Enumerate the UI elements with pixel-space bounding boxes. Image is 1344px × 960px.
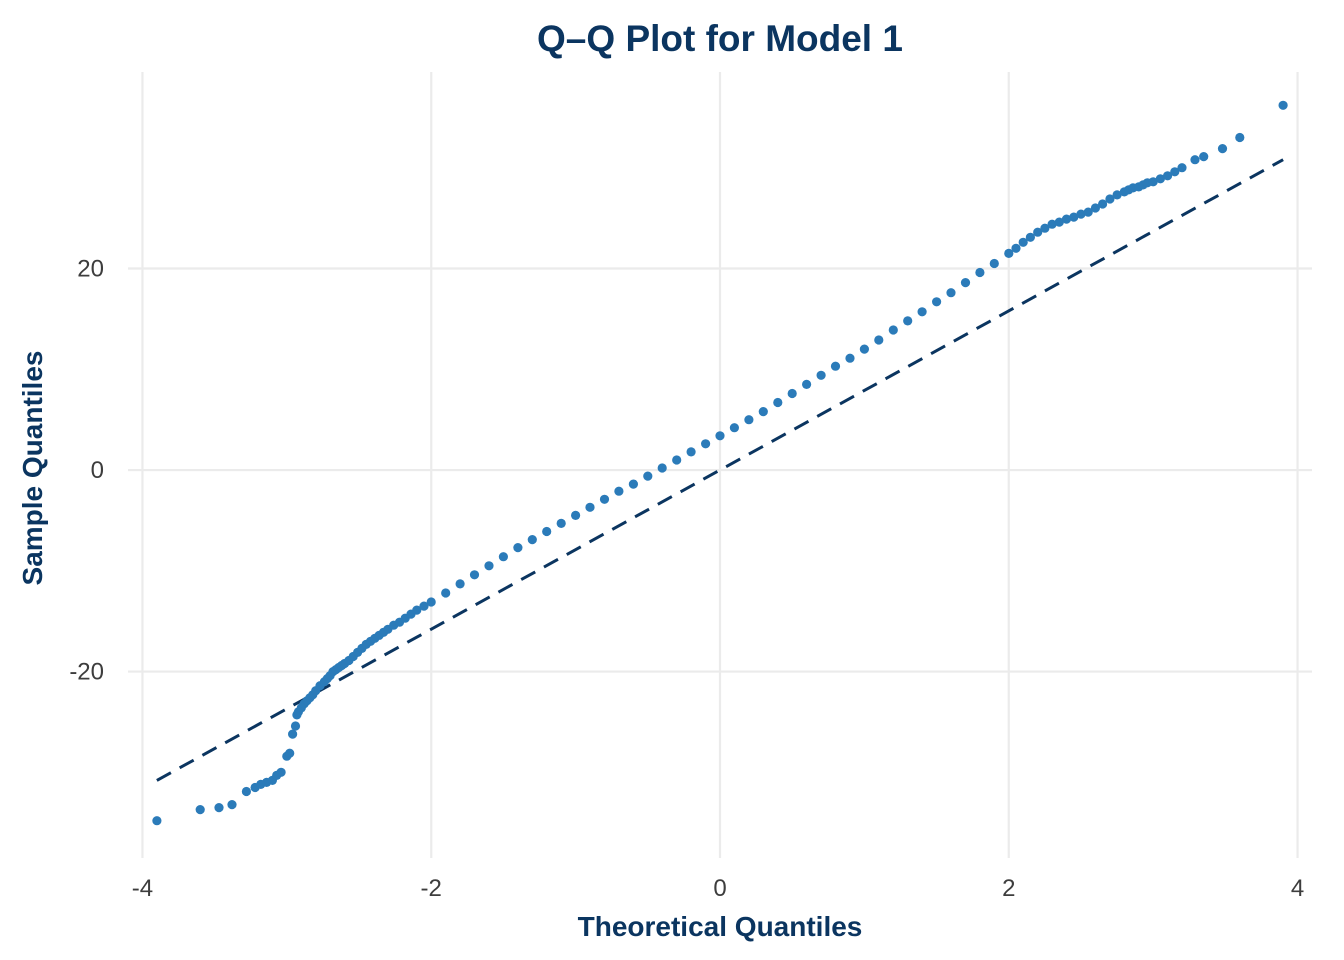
data-point [960,278,971,288]
data-point [195,805,205,815]
data-point [469,570,480,580]
data-point [1040,223,1050,233]
data-point [1033,227,1043,237]
data-point [1004,248,1014,258]
data-point [903,316,913,326]
data-point [758,407,768,417]
data-point [484,561,494,571]
data-point [946,288,956,298]
data-point [152,816,162,826]
data-point [1090,203,1100,213]
data-point [830,361,841,371]
data-point [614,486,624,496]
data-point [859,344,870,354]
data-point [1163,171,1173,181]
data-point [1105,194,1115,204]
data-point [1170,167,1180,177]
data-point [1069,212,1079,222]
data-point [1278,100,1288,110]
sample-points [152,100,1288,826]
data-point [498,552,508,562]
y-tick-labels: -20 0 20 [69,256,104,686]
data-point [1018,237,1028,247]
chart-title: Q–Q Plot for Model 1 [537,18,903,59]
data-point [989,258,999,269]
data-point [1047,219,1057,229]
data-point [290,721,301,731]
data-point [932,297,942,307]
data-point [419,601,429,611]
data-point [527,535,537,545]
x-tick-label: 4 [1291,875,1304,902]
data-point [1217,144,1228,154]
data-point [628,479,639,489]
data-point [686,447,696,457]
x-tick-label: -4 [132,875,153,902]
data-point [744,415,754,425]
data-point [1199,152,1209,162]
data-point [571,510,581,520]
data-point [214,803,224,813]
data-point [285,748,295,758]
data-point [426,597,436,607]
data-point [599,494,610,504]
data-point [975,267,985,278]
data-point [241,786,251,797]
data-point [585,502,595,512]
data-point [1011,243,1021,253]
data-point [276,767,286,777]
data-point [1083,207,1093,217]
data-point [1148,177,1158,187]
data-point [542,526,552,537]
data-point [412,605,422,615]
data-point [227,800,237,810]
data-point [729,423,740,433]
data-point [513,543,523,553]
y-tick-label: -20 [69,659,104,686]
data-point [874,335,884,345]
data-point [701,439,711,449]
data-point [1076,209,1086,219]
data-point [1190,155,1200,165]
data-point [1061,214,1072,224]
data-point [1235,132,1245,143]
x-tick-labels: -4 -2 0 2 4 [132,875,1304,902]
data-point [773,397,783,408]
grid-lines [128,72,1312,858]
y-tick-label: 20 [77,256,104,283]
data-point [888,325,898,335]
data-point [556,518,566,529]
y-axis-label: Sample Quantiles [17,351,48,586]
data-point [1025,232,1035,242]
data-point [917,307,927,317]
y-tick-label: 0 [91,457,104,484]
data-point [787,388,797,399]
data-point [288,729,298,739]
data-point [643,471,653,481]
data-point [1112,190,1122,200]
data-point [802,379,812,389]
data-point [1098,199,1108,209]
data-point [441,588,451,598]
x-axis-label: Theoretical Quantiles [578,911,863,942]
x-tick-label: -2 [421,875,442,902]
data-point [845,353,855,363]
data-point [816,370,826,380]
data-point [1155,174,1165,184]
data-point [1177,163,1187,173]
data-point [657,463,667,473]
data-point [715,431,725,441]
x-tick-label: 2 [1002,875,1015,902]
data-point [1054,217,1064,227]
x-tick-label: 0 [713,875,726,902]
reference-line-group [156,158,1284,782]
data-point [455,579,465,589]
reference-line [156,158,1284,782]
data-point [672,455,682,465]
